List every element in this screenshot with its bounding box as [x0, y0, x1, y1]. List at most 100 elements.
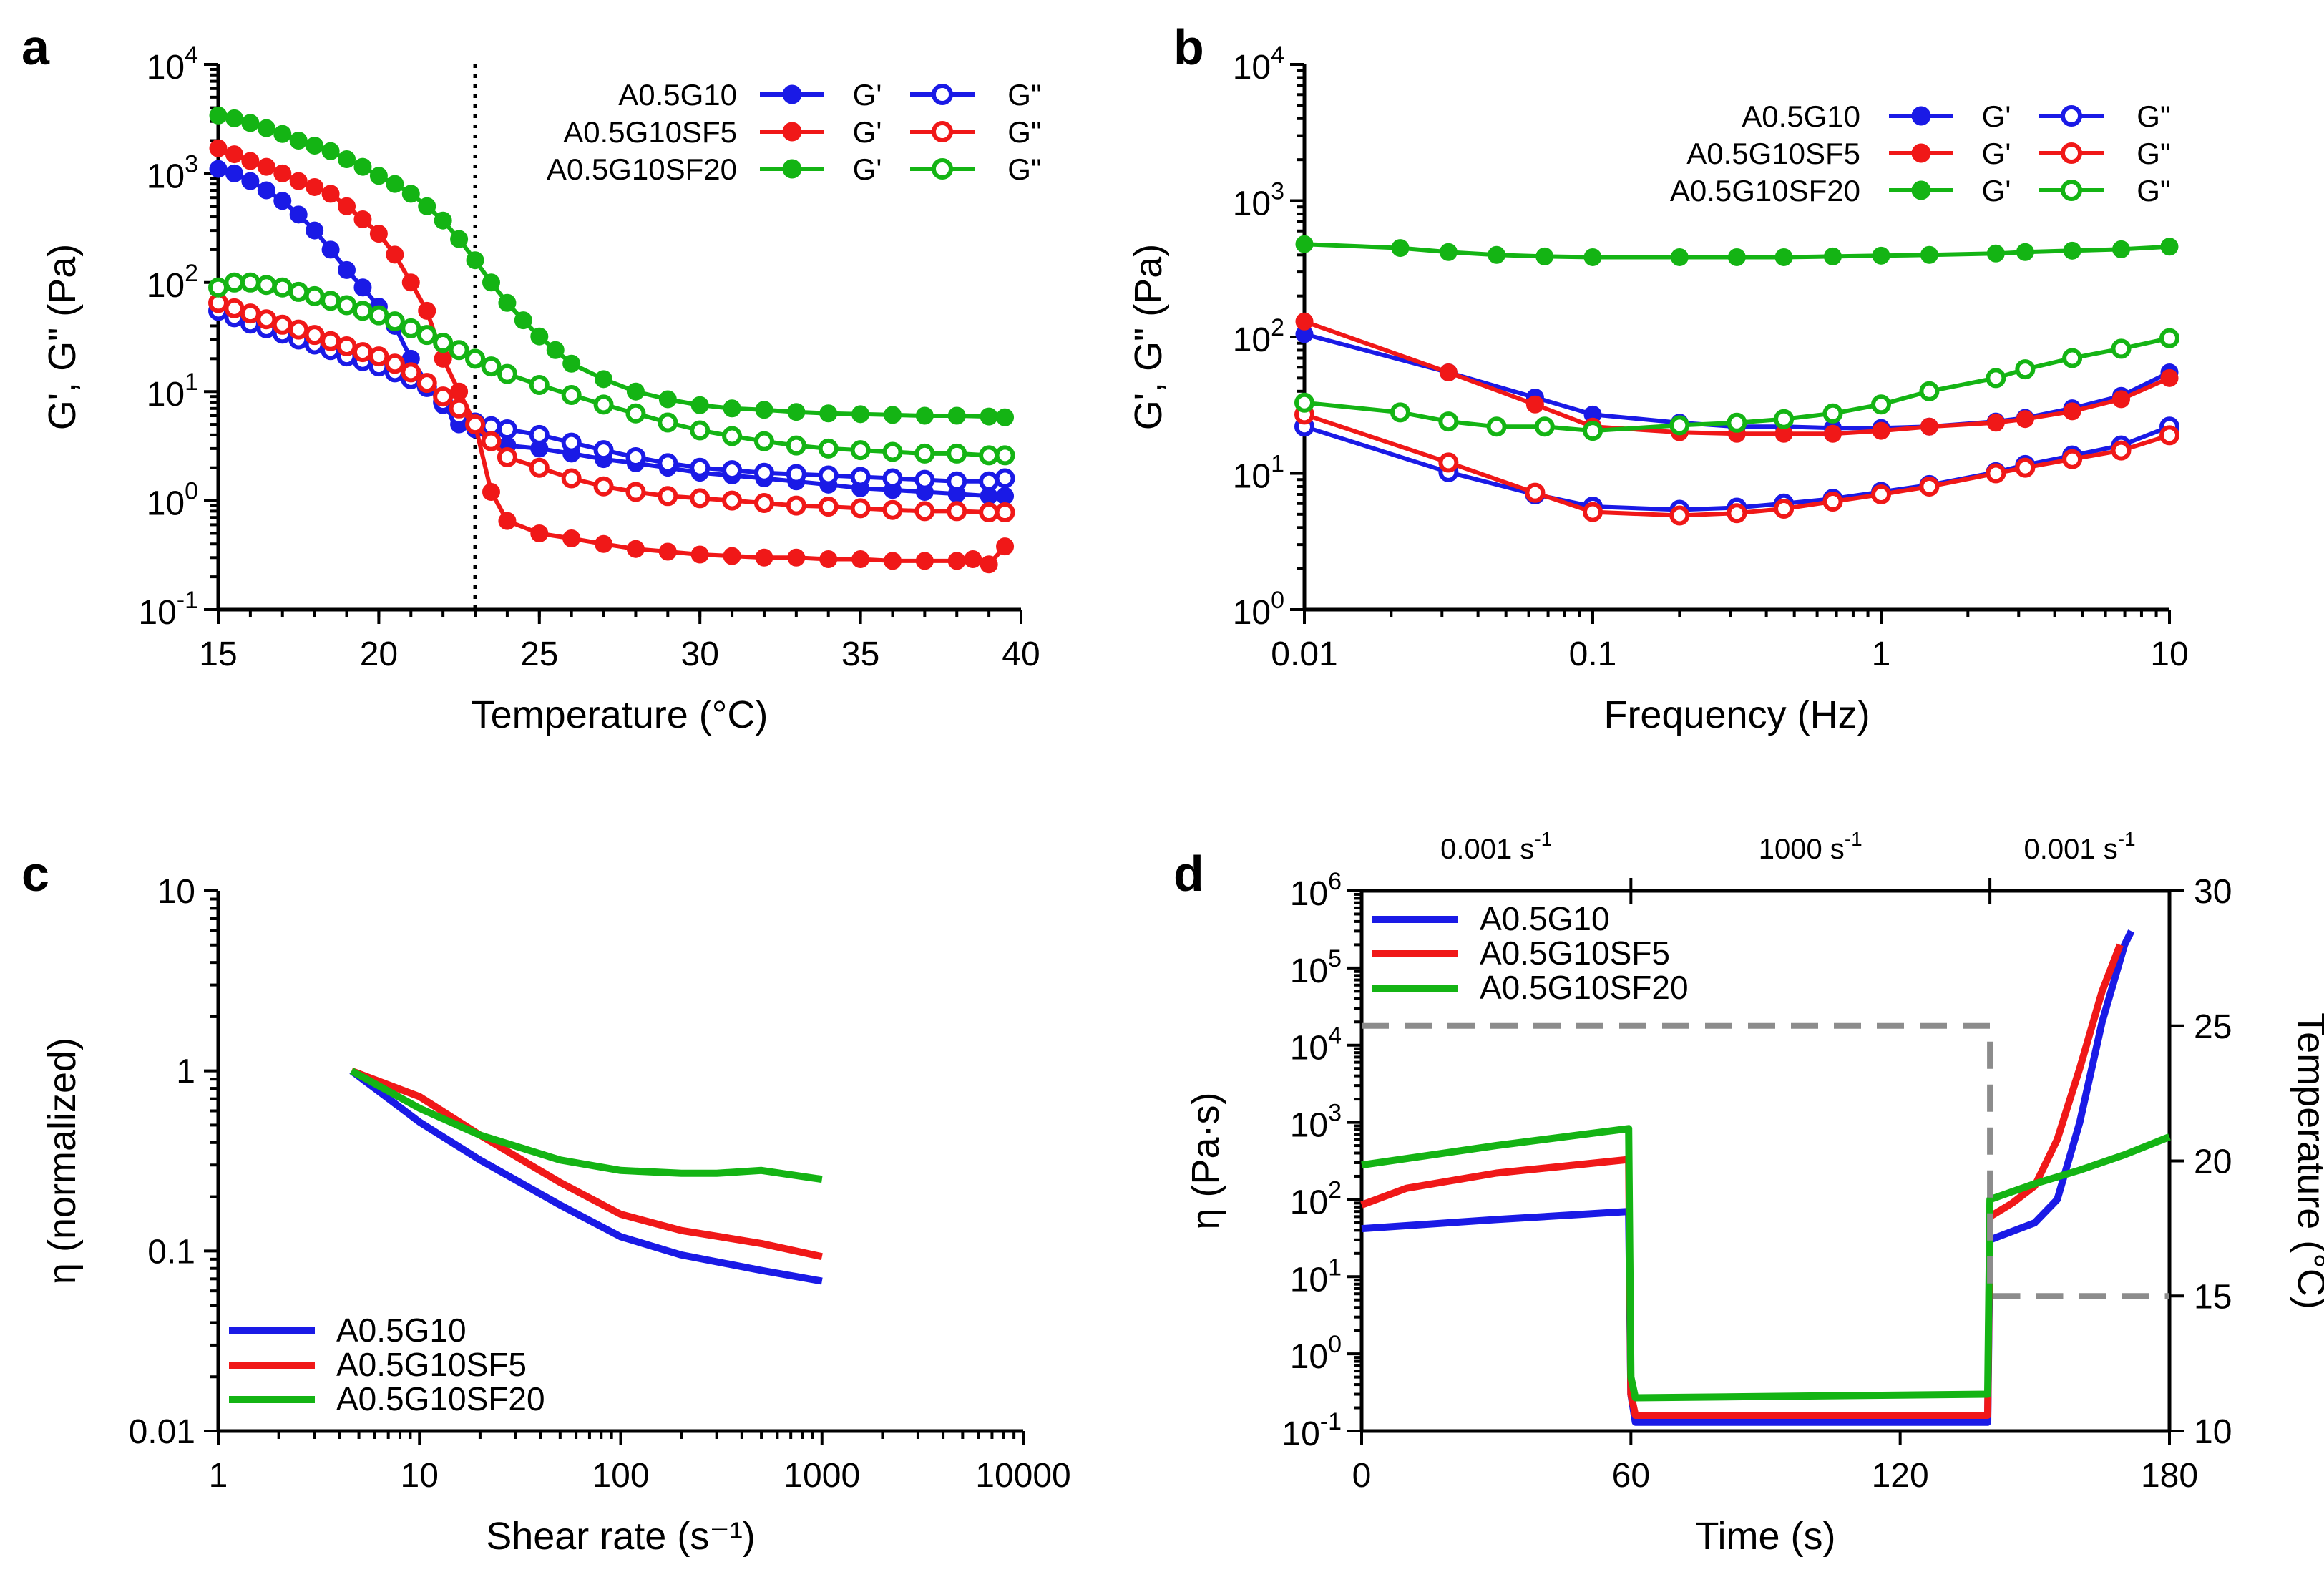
- legend-label: A0.5G10SF20: [1670, 174, 1860, 208]
- legend-marker: [2061, 142, 2082, 164]
- data-point: [1774, 498, 1795, 519]
- data-point: [1534, 416, 1555, 437]
- data-point: [947, 471, 967, 492]
- y2-tick-label: 30: [2194, 873, 2232, 911]
- data-point: [2062, 348, 2083, 368]
- data-point: [225, 164, 243, 182]
- data-point: [626, 540, 645, 558]
- data-point: [1525, 482, 1546, 503]
- data-point: [947, 443, 967, 464]
- data-point: [690, 457, 711, 478]
- data-point: [416, 325, 437, 346]
- data-point: [753, 462, 774, 483]
- x-tick-label: 1: [209, 1457, 228, 1495]
- legend-label: A0.5G10SF5: [1480, 934, 1670, 972]
- data-point: [625, 446, 646, 467]
- data-point: [352, 342, 373, 363]
- x-tick-label: 15: [199, 635, 237, 673]
- data-point: [289, 205, 308, 224]
- data-point: [996, 537, 1015, 556]
- data-point: [321, 142, 340, 160]
- data-point: [850, 467, 871, 487]
- data-point: [915, 406, 934, 425]
- x-tick-label: 25: [520, 635, 558, 673]
- panel-label: c: [21, 846, 49, 902]
- legend-label: A0.5G10SF5: [336, 1346, 527, 1383]
- y-tick-label: 103: [1233, 178, 1284, 223]
- data-point: [418, 301, 436, 320]
- data-point: [755, 548, 773, 567]
- data-point: [225, 109, 243, 127]
- data-point: [449, 398, 469, 419]
- data-point: [273, 125, 292, 143]
- legend-label: A0.5G10SF20: [547, 152, 737, 186]
- data-point: [561, 468, 582, 489]
- panel-b: b 0.01 0.1 1 10 100 101 102 103 104 Frequency (Hz)…: [1127, 19, 2189, 736]
- data-point: [224, 272, 245, 293]
- data-point: [947, 406, 966, 425]
- data-point: [851, 405, 870, 424]
- data-point: [914, 469, 935, 490]
- data-point: [321, 331, 341, 351]
- data-point: [1583, 502, 1603, 522]
- data-point: [723, 399, 741, 418]
- data-point: [288, 319, 309, 340]
- y-tick-label: 104: [1233, 42, 1284, 87]
- data-point: [2112, 240, 2131, 258]
- data-point: [995, 468, 1015, 489]
- data-point: [306, 177, 324, 196]
- data-point: [514, 311, 532, 330]
- data-point: [289, 132, 308, 150]
- legend-marker-label: G': [853, 115, 882, 149]
- data-point: [658, 412, 678, 433]
- data-point: [995, 502, 1015, 523]
- series-line: [1360, 943, 2124, 1419]
- legend-marker-label: G": [2137, 137, 2171, 170]
- data-point: [497, 363, 517, 384]
- data-point: [482, 483, 500, 502]
- series-line: [1361, 1125, 2171, 1402]
- x-tick-label: 0.01: [1271, 635, 1337, 673]
- data-point: [224, 298, 245, 318]
- data-point: [369, 167, 388, 185]
- data-point: [304, 325, 325, 346]
- data-point: [2063, 241, 2081, 260]
- data-point: [1391, 239, 1410, 258]
- data-point: [2015, 457, 2036, 478]
- data-point: [690, 420, 711, 441]
- data-point: [1986, 244, 2005, 263]
- data-point: [658, 390, 677, 409]
- data-point: [979, 502, 1000, 523]
- data-point: [530, 524, 549, 542]
- data-point: [625, 403, 646, 424]
- data-point: [321, 240, 340, 259]
- legend-label: A0.5G10SF20: [1480, 969, 1689, 1006]
- data-point: [1727, 503, 1747, 524]
- data-point: [722, 490, 743, 511]
- data-point: [1525, 395, 1544, 414]
- legend-marker-label: G": [2137, 174, 2171, 208]
- data-point: [2111, 338, 2132, 359]
- y-tick-label: 10: [157, 873, 195, 911]
- data-point: [996, 408, 1015, 426]
- data-point: [304, 285, 325, 306]
- data-point: [529, 424, 550, 445]
- y-axis-title: η (normalized): [41, 1038, 84, 1284]
- data-point: [980, 555, 998, 574]
- data-point: [2111, 440, 2132, 461]
- y-axis-title: G', G" (Pa): [41, 244, 84, 431]
- data-point: [787, 403, 806, 421]
- data-point: [914, 443, 935, 464]
- data-point: [818, 438, 839, 459]
- x-tick-label: 120: [1872, 1457, 1929, 1495]
- data-point: [995, 445, 1015, 466]
- data-point: [2062, 449, 2083, 469]
- y-tick-label: 100: [1233, 587, 1284, 632]
- data-point: [336, 295, 357, 316]
- legend-label: A0.5G10SF20: [336, 1380, 545, 1417]
- data-point: [850, 498, 871, 519]
- data-point: [338, 150, 356, 169]
- data-point: [2159, 328, 2179, 348]
- y2-axis-title: Temperature (°C): [2290, 1012, 2324, 1309]
- y-tick-label: 101: [147, 368, 198, 414]
